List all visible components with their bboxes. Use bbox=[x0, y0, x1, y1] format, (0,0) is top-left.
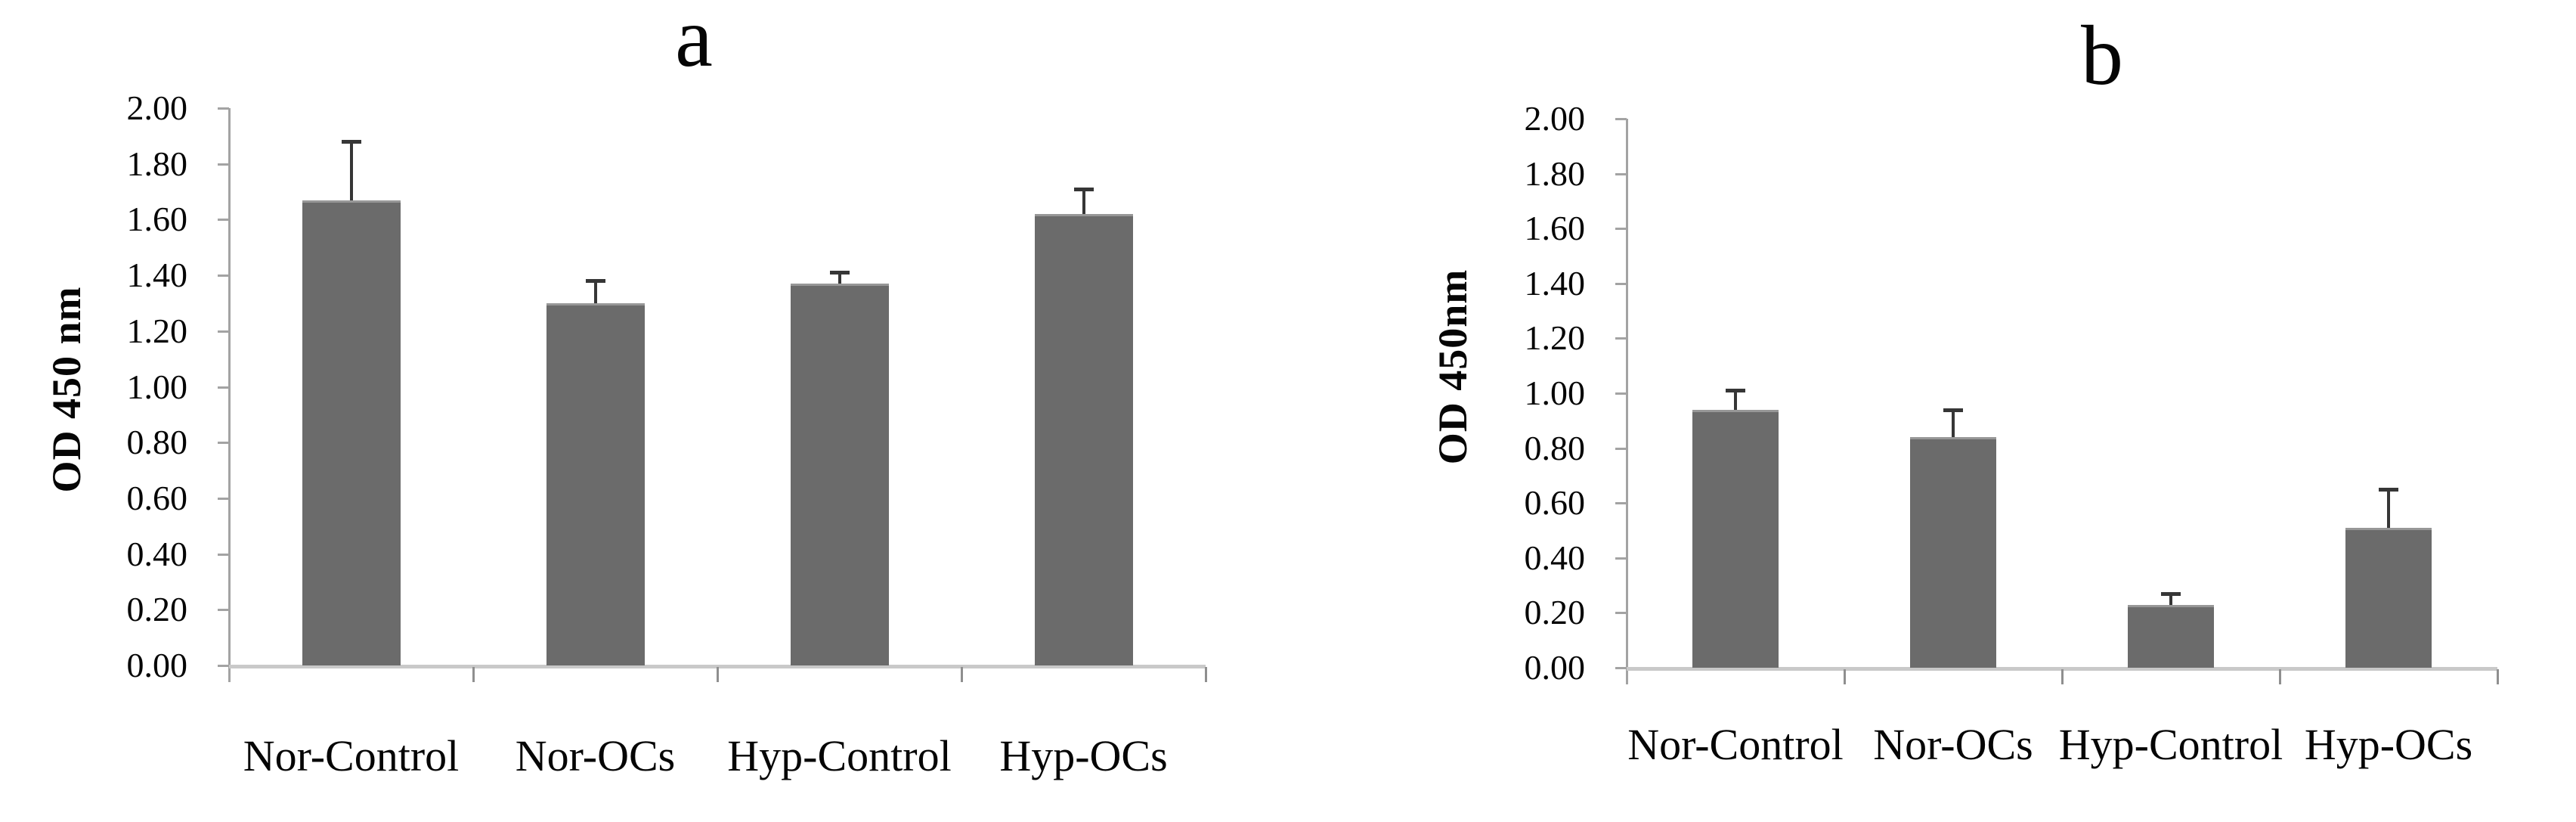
error-bar-hyp-ocs bbox=[1082, 188, 1085, 215]
x-category-label-nor-control: Nor-Control bbox=[1627, 720, 1844, 769]
y-tick-label: 0.60 bbox=[1524, 483, 1586, 523]
y-tick bbox=[218, 107, 229, 110]
y-tick-label: 1.20 bbox=[126, 311, 188, 350]
x-boundary-tick bbox=[961, 667, 963, 682]
x-category-label-nor-ocs: Nor-OCs bbox=[515, 731, 676, 780]
bar-nor-control bbox=[1692, 409, 1779, 668]
y-tick bbox=[218, 163, 229, 166]
x-axis-line bbox=[229, 665, 1206, 668]
y-tick-label: 0.40 bbox=[1524, 538, 1586, 577]
y-tick-label: 1.20 bbox=[1524, 318, 1586, 358]
error-bar-cap-nor-ocs bbox=[585, 279, 605, 284]
x-category-label-hyp-control: Hyp-Control bbox=[727, 731, 952, 780]
y-tick-label: 2.00 bbox=[1524, 99, 1586, 138]
y-tick bbox=[1615, 337, 1627, 340]
panel-a-title: a bbox=[675, 0, 713, 85]
error-bar-hyp-ocs bbox=[2387, 489, 2390, 528]
y-tick bbox=[1615, 228, 1627, 231]
y-tick bbox=[1615, 502, 1627, 505]
y-tick bbox=[218, 219, 229, 222]
x-boundary-tick bbox=[717, 667, 719, 682]
y-tick-label: 0.00 bbox=[126, 646, 188, 684]
y-tick bbox=[218, 386, 229, 389]
y-tick-label: 1.60 bbox=[1524, 209, 1586, 248]
y-tick bbox=[218, 609, 229, 612]
bar-hyp-ocs bbox=[2345, 527, 2432, 668]
y-tick-label: 1.80 bbox=[126, 144, 188, 183]
x-category-label-nor-control: Nor-Control bbox=[243, 731, 460, 780]
error-bar-cap-hyp-ocs bbox=[2379, 488, 2398, 492]
y-tick-label: 1.00 bbox=[1524, 374, 1586, 412]
x-category-label-hyp-ocs: Hyp-OCs bbox=[999, 731, 1168, 780]
error-bar-nor-control bbox=[1734, 390, 1737, 410]
error-bar-cap-hyp-control bbox=[829, 271, 850, 275]
x-category-label-hyp-ocs: Hyp-OCs bbox=[2304, 720, 2473, 769]
y-tick-label: 1.40 bbox=[126, 256, 188, 295]
y-tick bbox=[218, 275, 229, 278]
y-tick bbox=[1615, 612, 1627, 615]
error-bar-cap-hyp-ocs bbox=[1073, 187, 1094, 191]
error-bar-cap-nor-control bbox=[341, 140, 361, 144]
x-category-label-hyp-control: Hyp-Control bbox=[2058, 720, 2283, 769]
y-tick bbox=[218, 497, 229, 500]
y-tick-label: 0.00 bbox=[1524, 648, 1586, 687]
y-tick-label: 0.80 bbox=[126, 423, 188, 462]
y-tick-label: 1.80 bbox=[1524, 154, 1586, 193]
bar-nor-control bbox=[302, 200, 401, 665]
y-tick bbox=[1615, 667, 1627, 669]
x-boundary-tick bbox=[1205, 667, 1207, 682]
bar-hyp-control bbox=[2128, 604, 2214, 668]
x-boundary-tick bbox=[2061, 669, 2064, 684]
y-tick bbox=[218, 442, 229, 445]
y-tick-label: 2.00 bbox=[126, 88, 188, 127]
y-tick bbox=[218, 665, 229, 667]
error-bar-nor-ocs bbox=[1952, 409, 1955, 438]
y-tick-label: 0.60 bbox=[126, 478, 188, 517]
y-tick-label: 1.40 bbox=[1524, 263, 1586, 302]
x-boundary-tick bbox=[1844, 669, 1846, 684]
x-axis-line bbox=[1627, 667, 2497, 671]
x-category-label-nor-ocs: Nor-OCs bbox=[1873, 720, 2033, 769]
y-tick-label: 1.00 bbox=[126, 367, 188, 406]
y-tick bbox=[1615, 172, 1627, 175]
x-boundary-tick bbox=[2497, 669, 2499, 684]
error-bar-hyp-control bbox=[838, 272, 841, 284]
y-tick bbox=[1615, 447, 1627, 450]
bar-hyp-control bbox=[790, 284, 889, 665]
error-bar-nor-ocs bbox=[593, 281, 597, 303]
y-tick bbox=[1615, 557, 1627, 560]
error-bar-nor-control bbox=[349, 141, 353, 200]
y-axis-line bbox=[1626, 119, 1628, 684]
y-axis-line bbox=[228, 108, 231, 682]
error-bar-cap-nor-control bbox=[1726, 389, 1745, 393]
y-tick bbox=[218, 553, 229, 556]
x-boundary-tick bbox=[2279, 669, 2281, 684]
error-bar-cap-hyp-control bbox=[2161, 591, 2181, 596]
y-tick bbox=[1615, 392, 1627, 395]
y-tick-label: 0.20 bbox=[1524, 593, 1586, 632]
y-tick-label: 0.80 bbox=[1524, 428, 1586, 467]
bar-nor-ocs bbox=[1910, 437, 1996, 668]
y-tick bbox=[1615, 118, 1627, 120]
y-tick-label: 1.60 bbox=[126, 200, 188, 239]
x-boundary-tick bbox=[472, 667, 475, 682]
y-tick-label: 0.20 bbox=[126, 590, 188, 629]
y-tick bbox=[218, 330, 229, 333]
error-bar-cap-nor-ocs bbox=[1943, 408, 1963, 412]
bar-nor-ocs bbox=[546, 302, 645, 665]
bar-hyp-ocs bbox=[1034, 214, 1133, 665]
y-tick-label: 0.40 bbox=[126, 534, 188, 573]
panel-b-title: b bbox=[2081, 9, 2123, 103]
error-bar-hyp-control bbox=[2169, 593, 2172, 605]
y-tick bbox=[1615, 282, 1627, 285]
